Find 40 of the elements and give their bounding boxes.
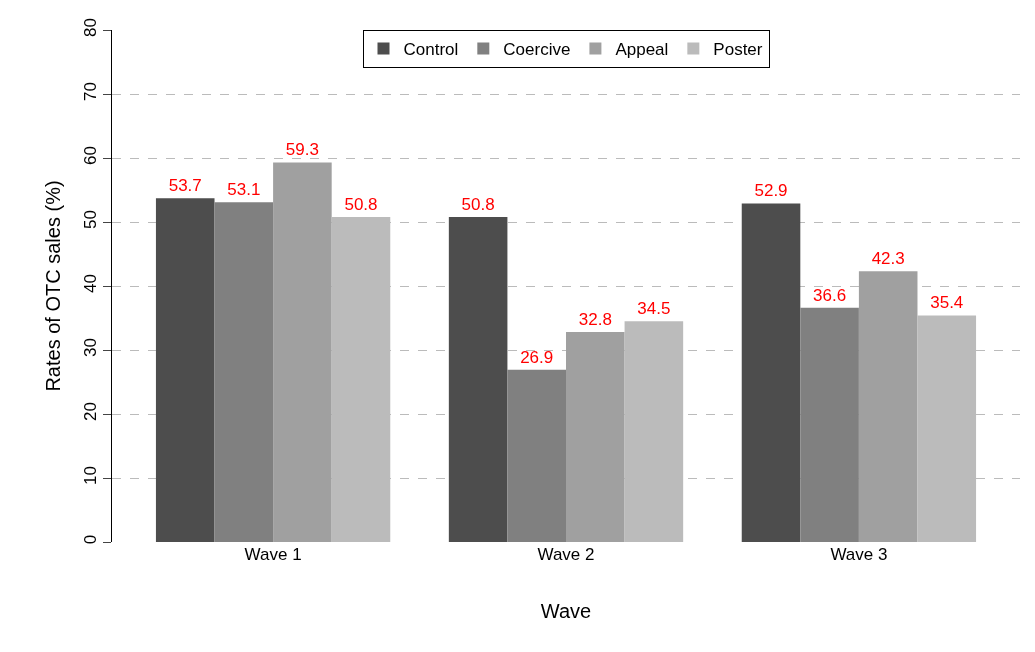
bar <box>741 203 801 542</box>
y-tick-label: 0 <box>81 534 101 545</box>
bar <box>800 307 859 542</box>
legend-label: Control <box>403 40 459 60</box>
bar <box>858 271 918 542</box>
data-label: 52.9 <box>754 181 788 201</box>
data-label: 36.6 <box>813 285 847 305</box>
y-tick-label: 50 <box>81 209 101 229</box>
bar <box>507 369 566 542</box>
x-tick-label: Wave 3 <box>830 545 888 564</box>
data-label: 35.4 <box>930 293 964 313</box>
y-tick-label: 70 <box>81 81 101 101</box>
x-tick-label: Wave 1 <box>244 545 302 564</box>
bar <box>624 321 684 542</box>
bar <box>214 202 274 542</box>
legend-label: Coercive <box>503 40 571 60</box>
y-axis-title: Rates of OTC sales (%) <box>41 180 64 392</box>
y-tick-label: 40 <box>81 273 101 293</box>
data-label: 34.5 <box>637 299 671 319</box>
data-label: 53.7 <box>168 176 202 196</box>
y-tick-label: 60 <box>81 145 101 165</box>
data-label: 50.8 <box>461 194 495 214</box>
legend-label: Appeal <box>615 40 669 60</box>
x-tick-label: Wave 2 <box>537 545 595 564</box>
y-tick-label: 30 <box>81 337 101 357</box>
bar <box>155 198 215 542</box>
data-label: 50.8 <box>344 194 378 214</box>
bar <box>448 216 508 542</box>
legend-label: Poster <box>713 40 763 60</box>
y-tick-label: 10 <box>81 465 101 485</box>
data-label: 42.3 <box>871 249 905 269</box>
data-label: 59.3 <box>285 140 319 160</box>
data-label: 26.9 <box>520 347 554 367</box>
bar <box>566 332 625 542</box>
y-tick-label: 80 <box>81 17 101 37</box>
data-label: 32.8 <box>578 310 612 330</box>
x-axis-title: Wave <box>540 599 592 622</box>
bar <box>273 162 332 542</box>
data-label: 53.1 <box>227 180 261 200</box>
y-tick-label: 20 <box>81 401 101 421</box>
